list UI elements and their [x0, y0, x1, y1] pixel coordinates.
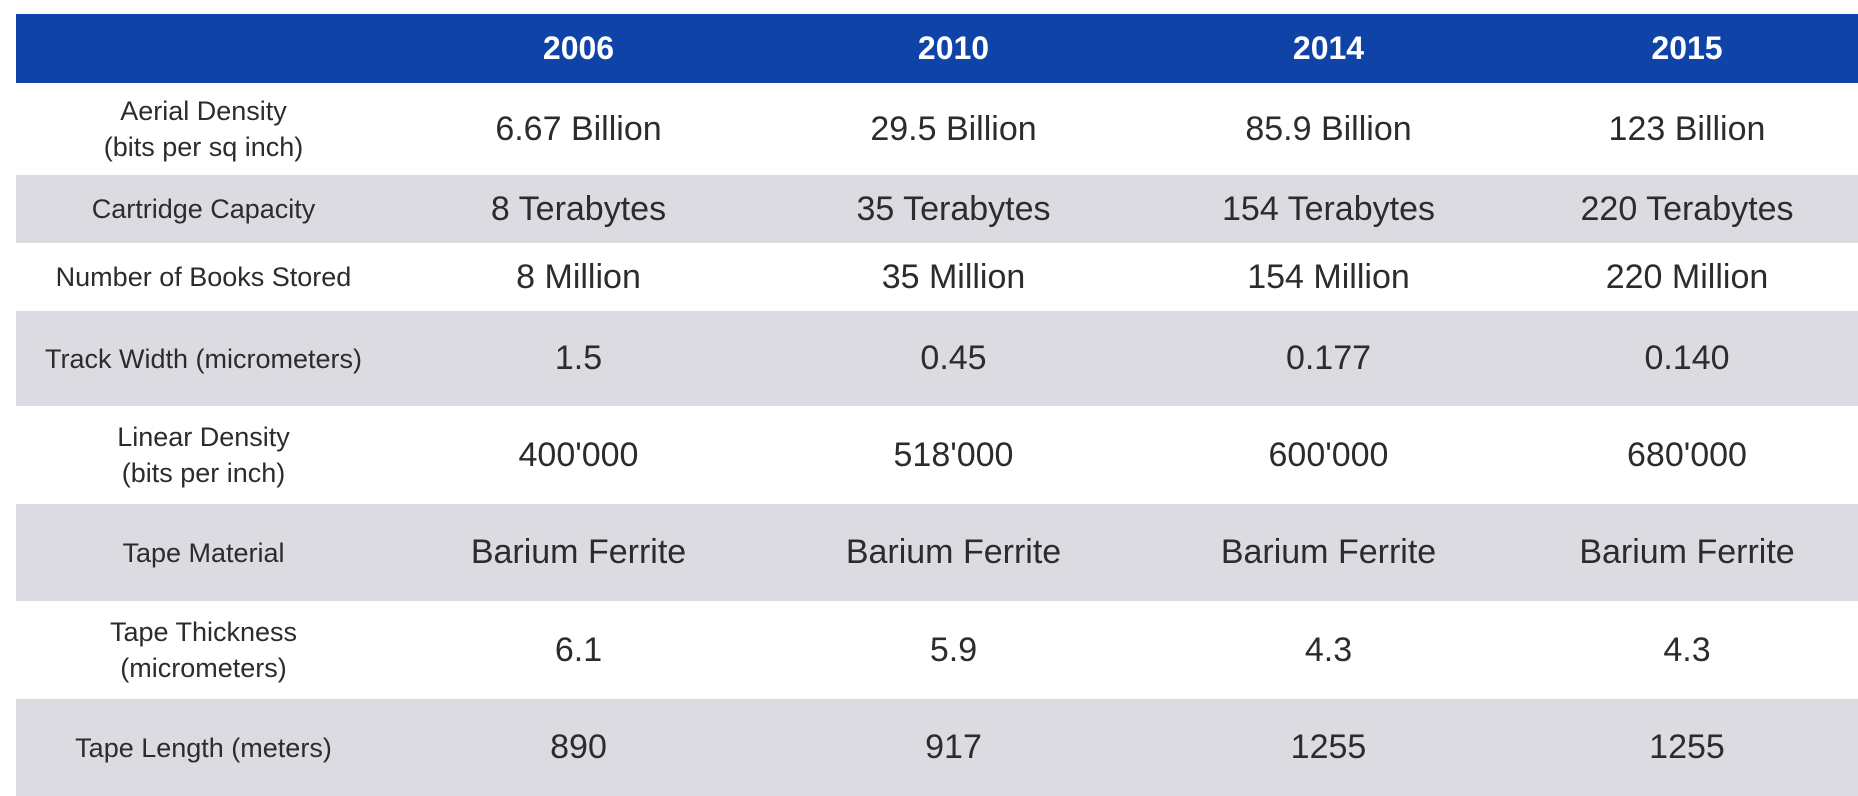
header-row: 2006 2010 2014 2015: [16, 14, 1858, 83]
table-cell: Barium Ferrite: [1220, 533, 1437, 571]
table-row-tape-material: Tape Material Barium Ferrite Barium Ferr…: [16, 504, 1858, 601]
row-label-line: (bits per inch): [121, 458, 286, 488]
table-cell: 0.177: [1285, 339, 1372, 377]
row-label: Number of Books Stored: [55, 262, 352, 292]
table-cell: 518'000: [893, 435, 1014, 474]
table-cell: 0.45: [920, 339, 987, 377]
table-cell: 0.140: [1644, 339, 1730, 377]
table-cell: 4.3: [1663, 630, 1711, 669]
table-cell: 123 Billion: [1608, 109, 1766, 148]
year-header-2006: 2006: [542, 30, 615, 66]
year-header-2014: 2014: [1292, 30, 1365, 66]
row-label-line: Linear Density: [117, 422, 290, 452]
table-cell: 35 Million: [881, 257, 1026, 296]
row-label-line: (bits per sq inch): [103, 132, 304, 162]
row-label-line: Tape Thickness: [109, 617, 298, 647]
year-header-2015: 2015: [1651, 30, 1723, 66]
row-label: Cartridge Capacity: [91, 194, 316, 224]
table-cell: 1.5: [554, 339, 603, 377]
table-row-linear-density: Linear Density (bits per inch) 400'000 5…: [16, 406, 1858, 504]
table-cell: 8 Terabytes: [490, 189, 667, 228]
header-corner: [16, 14, 391, 83]
table-cell: 220 Million: [1605, 257, 1769, 296]
table-row-tape-thickness: Tape Thickness (micrometers) 6.1 5.9 4.3…: [16, 601, 1858, 699]
table-row-aerial-density: Aerial Density (bits per sq inch) 6.67 B…: [16, 83, 1858, 175]
year-header-2010: 2010: [917, 30, 990, 66]
table-cell: 35 Terabytes: [856, 189, 1051, 228]
row-label-line: (micrometers): [120, 653, 287, 683]
table-row-books-stored: Number of Books Stored 8 Million 35 Mill…: [16, 243, 1858, 311]
table-cell: 1255: [1290, 728, 1367, 766]
table-cell: 5.9: [929, 630, 978, 669]
table-cell: 6.67 Billion: [495, 109, 662, 148]
table-cell: 154 Terabytes: [1222, 189, 1435, 228]
table-row-track-width: Track Width (micrometers) 1.5 0.45 0.177…: [16, 311, 1858, 406]
table-cell: 29.5 Billion: [870, 109, 1037, 148]
table-cell: 85.9 Billion: [1245, 109, 1412, 148]
table-cell: 1255: [1649, 728, 1725, 766]
table-cell: 890: [550, 728, 607, 766]
table-cell: 220 Terabytes: [1580, 189, 1794, 228]
table-cell: 680'000: [1627, 435, 1747, 474]
table-cell: 154 Million: [1247, 257, 1410, 296]
table-cell: Barium Ferrite: [1579, 533, 1795, 571]
table-cell: 917: [925, 728, 982, 766]
table-cell: Barium Ferrite: [470, 533, 687, 571]
table-cell: 6.1: [554, 630, 603, 669]
row-label: Aerial Density (bits per sq inch): [16, 83, 391, 175]
table-cell: 4.3: [1304, 630, 1353, 669]
row-label: Linear Density (bits per inch): [16, 406, 391, 504]
table-cell: 600'000: [1268, 435, 1389, 474]
table-cell: Barium Ferrite: [845, 533, 1062, 571]
row-label: Tape Thickness (micrometers): [16, 601, 391, 699]
row-label-line: Aerial Density: [120, 96, 287, 126]
row-label: Tape Material: [122, 537, 285, 568]
tape-specs-table: 2006 2010 2014 2015 Aerial Density (bits…: [16, 14, 1858, 796]
table-cell: 400'000: [518, 435, 639, 474]
row-label: Tape Length (meters): [75, 732, 332, 763]
table-row-cartridge-capacity: Cartridge Capacity 8 Terabytes 35 Teraby…: [16, 175, 1858, 243]
table-cell: 8 Million: [516, 257, 641, 296]
row-label: Track Width (micrometers): [44, 343, 362, 374]
table-row-tape-length: Tape Length (meters) 890 917 1255 1255: [16, 699, 1858, 796]
